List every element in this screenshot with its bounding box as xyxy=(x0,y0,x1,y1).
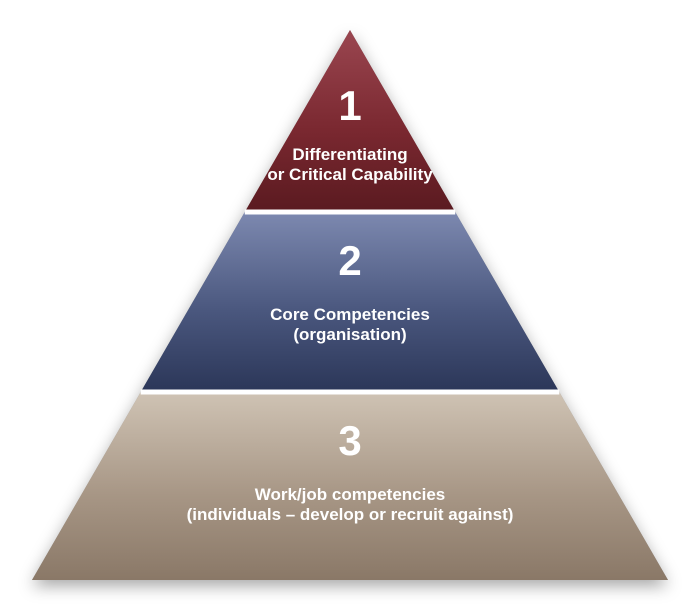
tier-number-3: 3 xyxy=(338,417,361,464)
tier-number-2: 2 xyxy=(338,237,361,284)
tier-number-1: 1 xyxy=(338,82,361,129)
tier-label-1-line-2: or Critical Capability xyxy=(267,165,433,184)
pyramid-diagram: { "diagram": { "type": "pyramid", "width… xyxy=(0,0,700,608)
tier-label-2-line-1: Core Competencies xyxy=(270,305,430,324)
tier-label-2-line-2: (organisation) xyxy=(293,325,406,344)
tier-label-3-line-1: Work/job competencies xyxy=(255,485,446,504)
tier-label-1-line-1: Differentiating xyxy=(292,145,407,164)
tier-label-3-line-2: (individuals – develop or recruit agains… xyxy=(187,505,514,524)
